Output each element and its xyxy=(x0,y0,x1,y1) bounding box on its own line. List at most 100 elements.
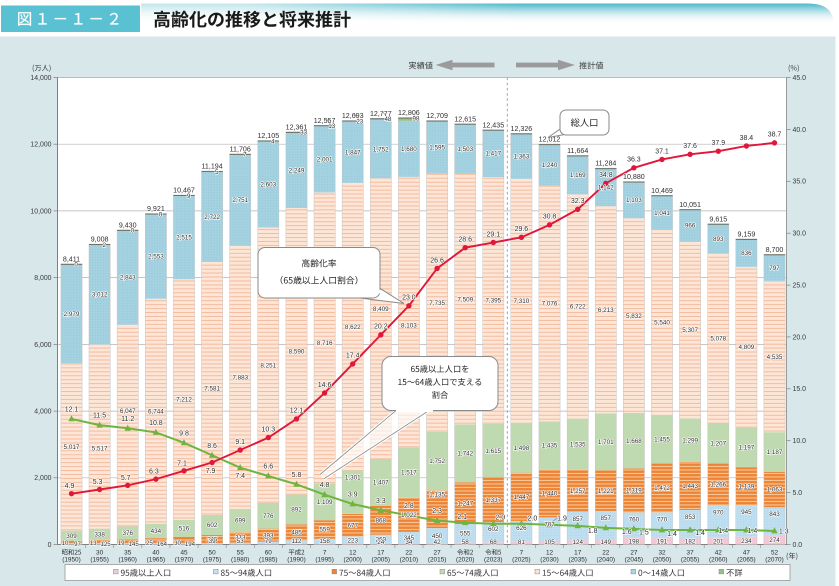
svg-text:(2000): (2000) xyxy=(343,557,361,564)
svg-text:1.4: 1.4 xyxy=(695,530,705,537)
svg-text:125: 125 xyxy=(101,541,112,548)
svg-text:434: 434 xyxy=(151,528,162,535)
svg-text:(1980): (1980) xyxy=(231,557,249,564)
svg-text:11.2: 11.2 xyxy=(121,416,134,423)
svg-text:8,251: 8,251 xyxy=(260,362,276,369)
svg-text:(2025): (2025) xyxy=(512,557,530,564)
svg-text:(1960): (1960) xyxy=(118,557,136,564)
svg-text:1,041: 1,041 xyxy=(654,210,670,217)
svg-text:1.3: 1.3 xyxy=(779,529,789,536)
svg-text:81: 81 xyxy=(518,539,526,546)
svg-text:2.1: 2.1 xyxy=(457,514,467,521)
svg-text:53: 53 xyxy=(237,538,245,545)
svg-text:0: 0 xyxy=(74,262,78,269)
svg-text:20.0: 20.0 xyxy=(793,334,807,341)
svg-text:23.0: 23.0 xyxy=(402,295,416,302)
svg-text:893: 893 xyxy=(713,236,724,243)
svg-text:5,517: 5,517 xyxy=(92,446,108,453)
svg-text:1,440: 1,440 xyxy=(542,491,558,498)
svg-text:1,447: 1,447 xyxy=(514,494,530,501)
svg-text:(2030): (2030) xyxy=(540,557,558,564)
svg-text:7,735: 7,735 xyxy=(429,300,445,307)
svg-text:1,221: 1,221 xyxy=(598,488,614,495)
svg-text:6,047: 6,047 xyxy=(120,408,136,415)
svg-text:2,553: 2,553 xyxy=(148,253,164,260)
svg-text:1,063: 1,063 xyxy=(767,487,783,494)
svg-text:4.9: 4.9 xyxy=(65,483,75,490)
svg-text:17: 17 xyxy=(574,550,582,557)
svg-text:602: 602 xyxy=(488,526,499,533)
svg-text:5.0: 5.0 xyxy=(793,490,803,497)
svg-text:68: 68 xyxy=(490,539,498,546)
svg-text:626: 626 xyxy=(516,525,527,532)
svg-text:7.1: 7.1 xyxy=(177,460,187,467)
svg-text:105: 105 xyxy=(544,539,555,546)
svg-text:602: 602 xyxy=(207,522,218,529)
svg-text:1,455: 1,455 xyxy=(654,436,670,443)
svg-text:27: 27 xyxy=(630,550,638,557)
svg-text:245: 245 xyxy=(207,536,218,543)
svg-text:145: 145 xyxy=(129,541,140,548)
svg-text:198: 198 xyxy=(629,538,640,545)
svg-text:5,540: 5,540 xyxy=(654,320,670,327)
svg-text:5.8: 5.8 xyxy=(292,472,302,479)
svg-text:3,012: 3,012 xyxy=(92,292,108,299)
svg-text:1,701: 1,701 xyxy=(598,439,614,446)
svg-text:(1965): (1965) xyxy=(147,557,165,564)
svg-text:1,337: 1,337 xyxy=(485,497,501,504)
svg-text:1,407: 1,407 xyxy=(373,480,389,487)
svg-text:5: 5 xyxy=(215,169,219,176)
svg-text:9,159: 9,159 xyxy=(738,231,756,239)
svg-text:0.0: 0.0 xyxy=(793,542,803,549)
svg-text:22: 22 xyxy=(602,550,610,557)
svg-text:7: 7 xyxy=(243,152,247,159)
svg-text:(1955): (1955) xyxy=(90,557,108,564)
svg-text:797: 797 xyxy=(769,265,780,272)
svg-text:1,443: 1,443 xyxy=(682,483,698,490)
svg-text:1,135: 1,135 xyxy=(429,491,445,498)
svg-text:3.3: 3.3 xyxy=(376,498,386,505)
svg-text:345: 345 xyxy=(404,535,415,542)
svg-text:45: 45 xyxy=(180,550,188,557)
svg-text:516: 516 xyxy=(179,526,190,533)
svg-text:234: 234 xyxy=(741,538,752,545)
svg-text:760: 760 xyxy=(629,517,640,524)
svg-text:48: 48 xyxy=(384,116,391,123)
svg-text:50: 50 xyxy=(209,550,217,557)
svg-text:194: 194 xyxy=(185,541,196,548)
svg-text:8,409: 8,409 xyxy=(373,306,389,313)
svg-text:966: 966 xyxy=(685,223,696,230)
svg-text:11,706: 11,706 xyxy=(230,146,251,154)
svg-text:6,744: 6,744 xyxy=(148,408,164,415)
svg-text:1,503: 1,503 xyxy=(457,146,473,153)
svg-text:7,509: 7,509 xyxy=(457,296,473,303)
svg-text:9,921: 9,921 xyxy=(147,205,165,213)
svg-text:1,363: 1,363 xyxy=(514,153,530,160)
svg-text:6,722: 6,722 xyxy=(570,304,586,311)
svg-text:309: 309 xyxy=(66,533,77,540)
svg-text:1,668: 1,668 xyxy=(626,438,642,445)
svg-text:15.0: 15.0 xyxy=(793,386,807,393)
svg-text:338: 338 xyxy=(94,531,105,538)
svg-text:(2040): (2040) xyxy=(597,557,615,564)
svg-text:5.3: 5.3 xyxy=(93,479,103,486)
svg-text:1,240: 1,240 xyxy=(542,162,558,169)
svg-text:2,000: 2,000 xyxy=(34,475,51,482)
svg-text:6.6: 6.6 xyxy=(263,464,273,471)
svg-text:1,022: 1,022 xyxy=(401,512,417,519)
svg-text:4,535: 4,535 xyxy=(767,354,783,361)
svg-text:12.1: 12.1 xyxy=(65,406,79,413)
svg-text:2.8: 2.8 xyxy=(404,503,414,510)
svg-text:223: 223 xyxy=(347,537,358,544)
svg-text:12: 12 xyxy=(546,550,554,557)
svg-text:(2010): (2010) xyxy=(400,557,418,564)
svg-text:28.6: 28.6 xyxy=(458,237,472,244)
svg-text:58: 58 xyxy=(462,539,470,546)
svg-text:47: 47 xyxy=(743,550,751,557)
svg-text:12,012: 12,012 xyxy=(539,136,561,144)
svg-text:857: 857 xyxy=(601,515,612,522)
svg-text:(2005): (2005) xyxy=(372,557,390,564)
svg-text:(2070): (2070) xyxy=(765,557,783,564)
svg-text:1,742: 1,742 xyxy=(457,451,473,458)
svg-text:45.0: 45.0 xyxy=(793,75,807,82)
